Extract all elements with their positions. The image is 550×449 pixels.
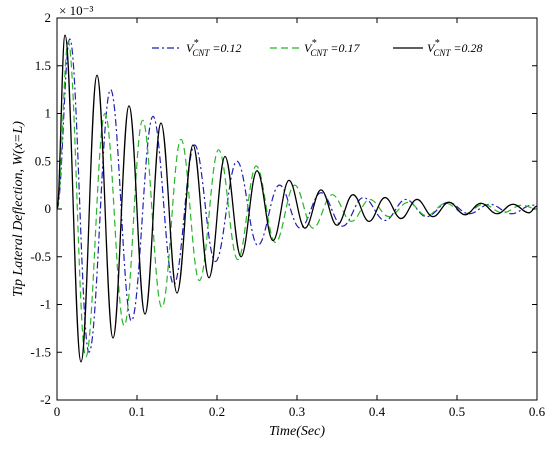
- plot-frame: [56, 17, 538, 401]
- x-tick-label: 0.4: [369, 404, 386, 419]
- series-line-1: [56, 41, 538, 358]
- legend-label-0: V* CNT =0.12: [186, 38, 241, 58]
- y-tick-label: 1: [45, 106, 52, 121]
- y-tick-label: -1.5: [30, 344, 51, 359]
- x-axis-label: Time(Sec): [269, 424, 325, 439]
- legend-part: =0.28: [450, 41, 482, 55]
- y-tick-label: 0: [45, 201, 52, 216]
- y-axis-ticks: -2 -1.5 -1 -0.5 0 0.5 1 1.5 2: [30, 10, 537, 407]
- legend-part: =0.17: [327, 41, 360, 55]
- y-axis-multiplier: × 10⁻³: [59, 3, 93, 18]
- legend-label-1: V* CNT =0.17: [304, 38, 360, 58]
- y-tick-label: -1: [40, 297, 51, 312]
- y-tick-label: -0.5: [30, 249, 51, 264]
- x-tick-label: 0.1: [129, 404, 145, 419]
- series-line-0: [56, 38, 537, 353]
- legend-part: *: [434, 38, 439, 49]
- legend-part: *: [311, 38, 316, 49]
- y-tick-label: 1.5: [35, 58, 51, 73]
- legend-part: V: [304, 41, 313, 55]
- legend-part: CNT: [192, 48, 210, 58]
- x-axis-ticks: 0 0.1 0.2 0.3 0.4 0.5 0.6: [54, 18, 546, 419]
- legend-part: =0.12: [209, 41, 241, 55]
- legend-part: CNT: [433, 48, 451, 58]
- legend: V* CNT =0.12 V* CNT =0.17 V* CNT =0.28: [152, 38, 482, 58]
- y-axis-label: Tip Lateral Deflection, W(x=L): [11, 121, 26, 297]
- series-lines: [56, 34, 538, 363]
- legend-part: V: [427, 41, 436, 55]
- legend-label-2: V* CNT =0.28: [427, 38, 482, 58]
- x-tick-label: 0.3: [289, 404, 305, 419]
- y-tick-label: 2: [45, 10, 52, 25]
- y-tick-label: -2: [40, 392, 51, 407]
- legend-part: *: [193, 38, 198, 49]
- y-tick-label: 0.5: [35, 153, 51, 168]
- series-line-2: [56, 34, 538, 363]
- x-tick-label: 0: [54, 404, 61, 419]
- x-tick-label: 0.5: [449, 404, 465, 419]
- legend-part: V: [186, 41, 195, 55]
- x-tick-label: 0.2: [209, 404, 225, 419]
- x-tick-label: 0.6: [529, 404, 546, 419]
- legend-part: CNT: [310, 48, 328, 58]
